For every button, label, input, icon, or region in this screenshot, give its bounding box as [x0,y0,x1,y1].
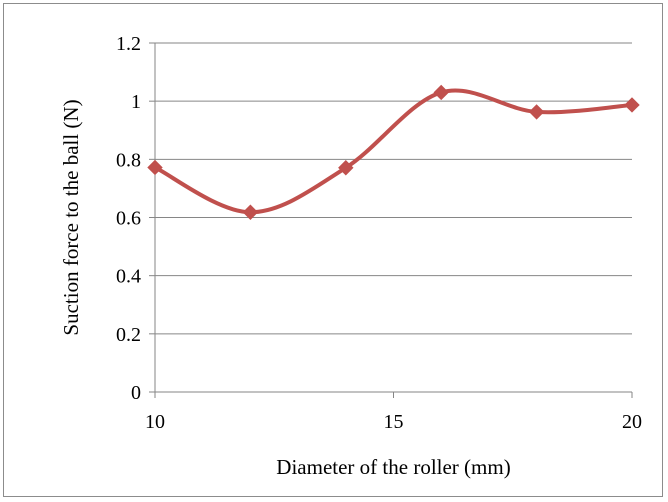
chart-frame [3,3,663,497]
series-line [153,88,634,215]
y-tick-label: 1 [131,91,141,113]
y-tick-label: 0.6 [116,208,141,230]
data-point-marker [433,84,449,101]
x-tick-label: 10 [145,411,165,433]
data-point-marker [242,204,259,220]
y-tick-label: 0.4 [116,266,141,288]
data-point-marker [624,97,640,113]
x-tick-label: 15 [384,411,404,433]
y-tick-label: 0.8 [116,149,141,171]
y-tick-labels: 0 0.2 0.4 0.6 0.8 1 1.2 [116,33,141,404]
gridlines [155,42,632,335]
x-axis-title: Diameter of the roller (mm) [276,455,510,479]
x-tick-label: 20 [622,411,642,433]
data-point-marker [147,159,163,176]
axes [149,42,633,398]
data-point-marker [528,104,545,120]
y-axis-title: Suction force to the ball (N) [59,99,83,335]
y-tick-label: 0.2 [116,324,141,346]
series-group [147,84,640,220]
y-tick-label: 1.2 [116,33,141,55]
data-point-marker [338,160,354,176]
x-tick-labels: 10 15 20 [145,411,642,433]
y-tick-label: 0 [131,382,141,404]
